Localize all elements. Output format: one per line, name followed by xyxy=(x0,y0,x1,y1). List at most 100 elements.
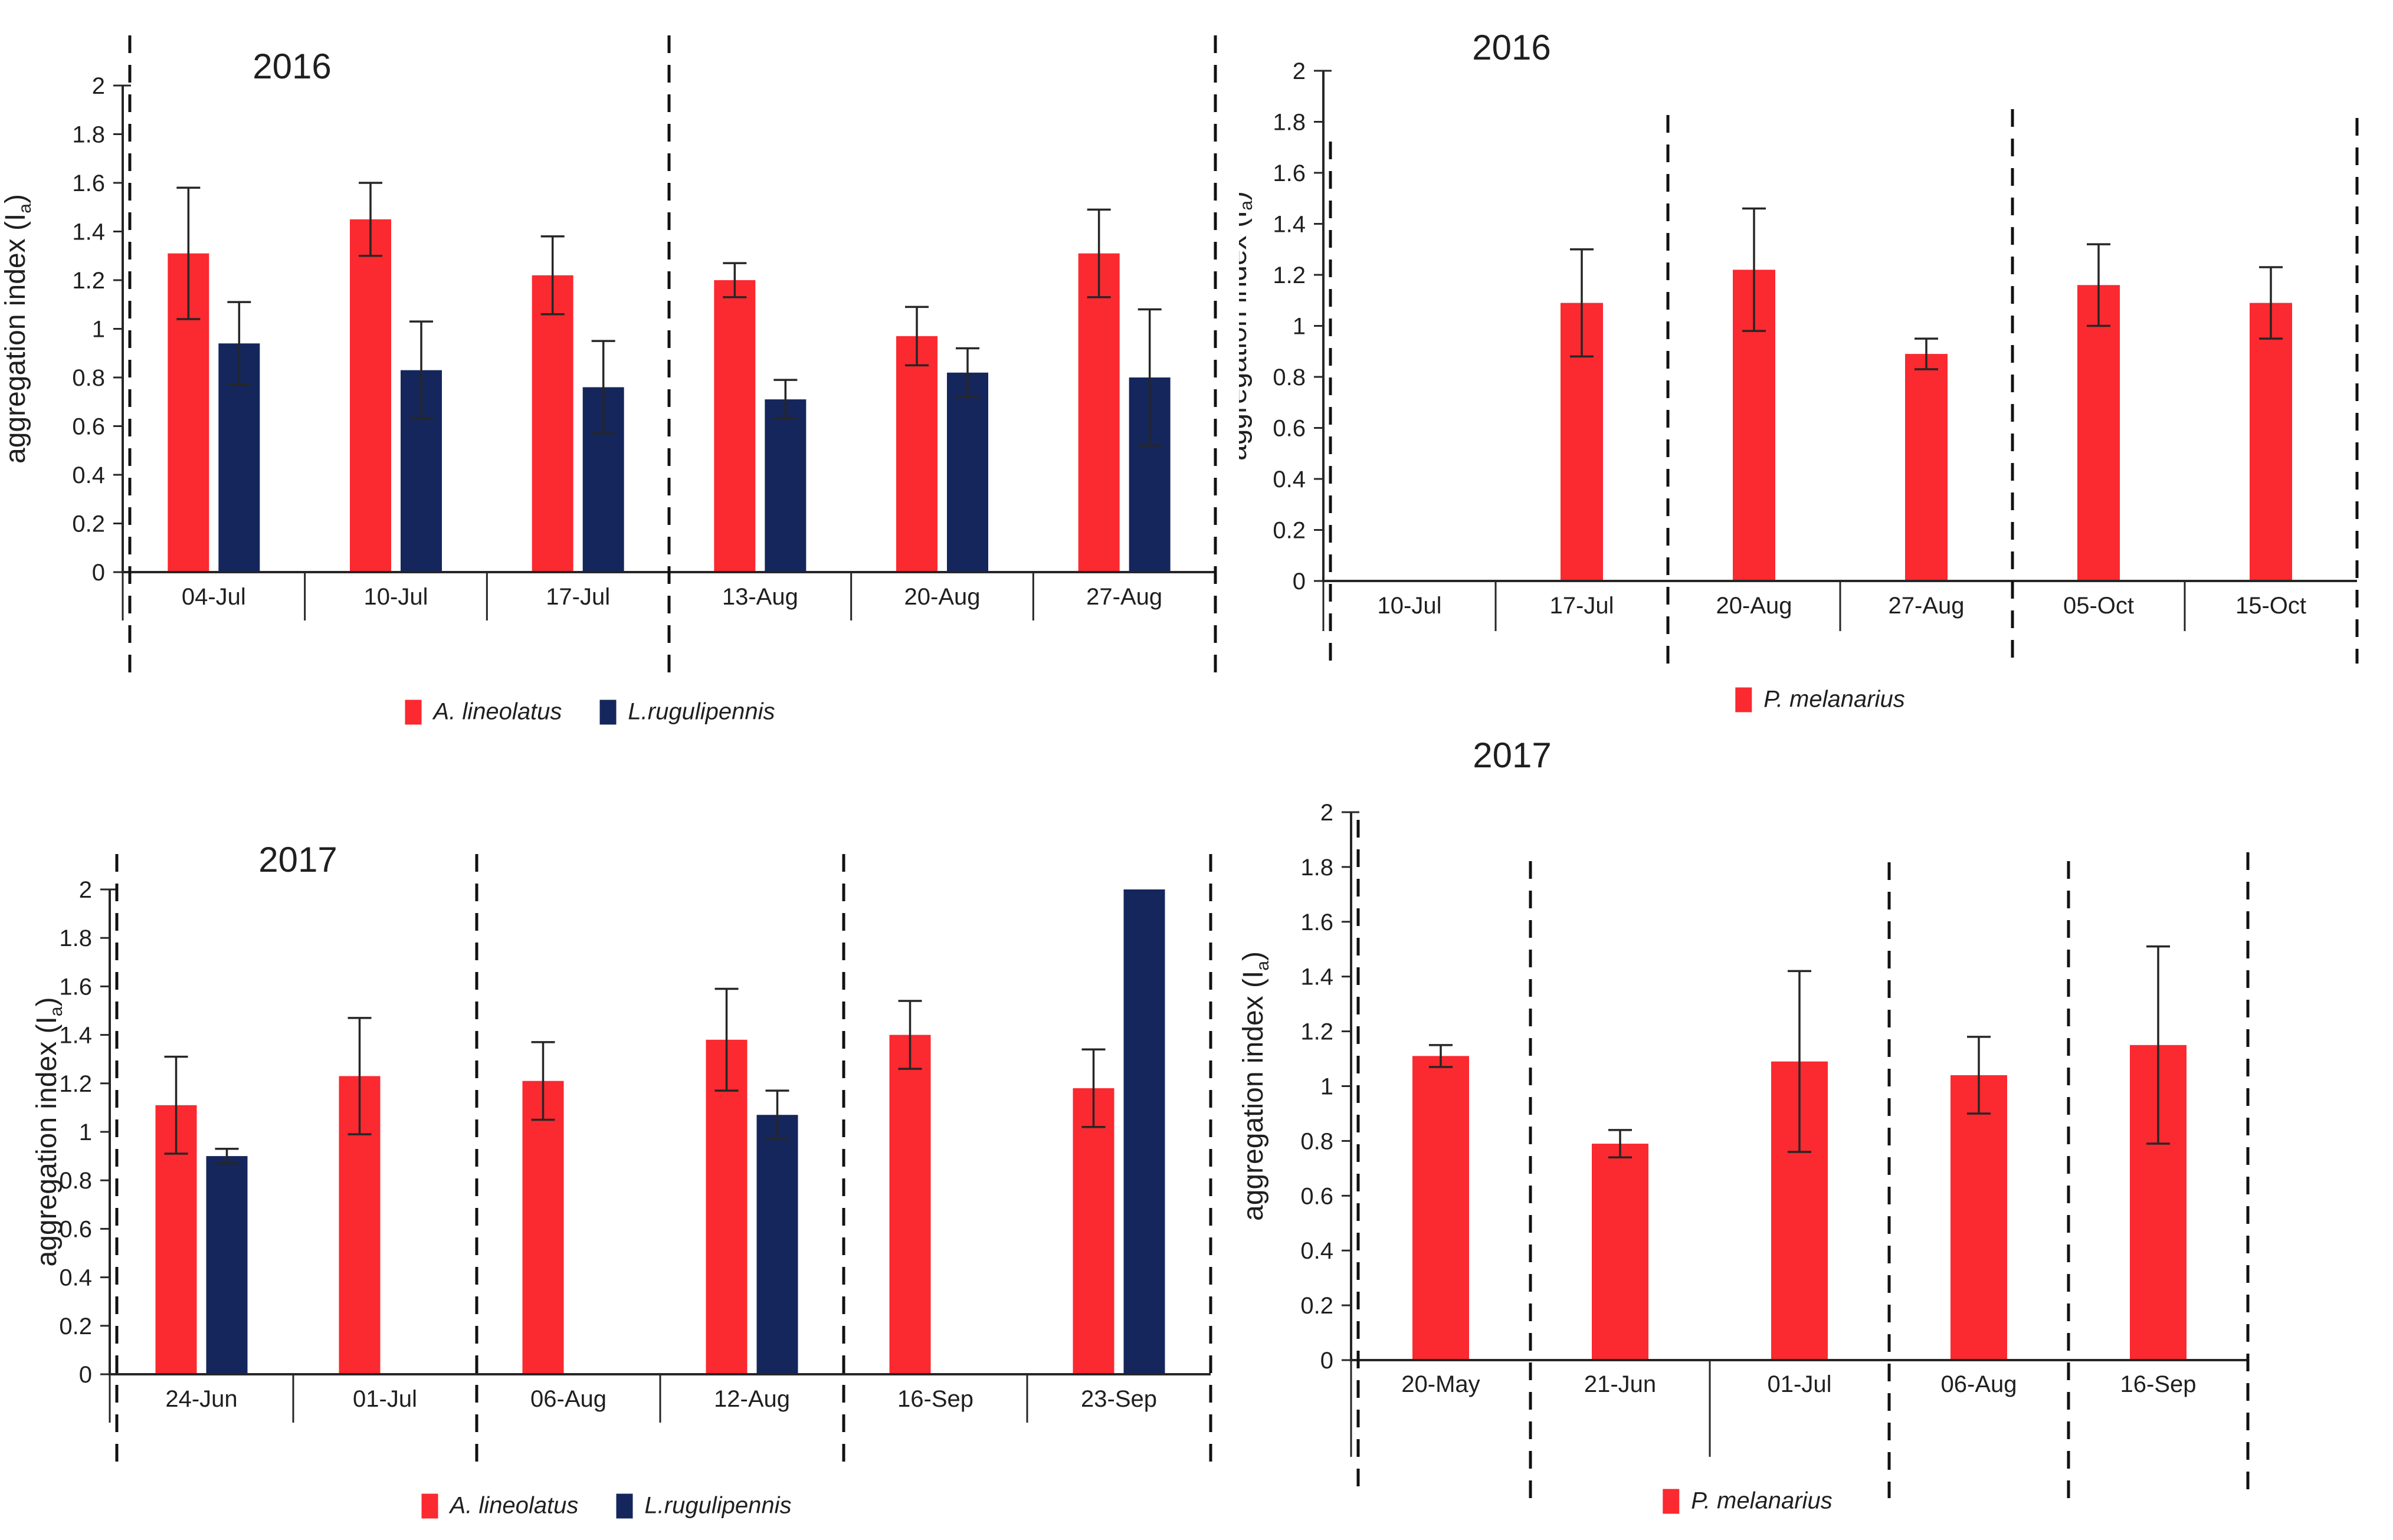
legend-left-2017: A. lineolatus L.rugulipennis xyxy=(421,1493,791,1519)
legend-right-2016: P. melanarius xyxy=(1735,687,1905,713)
y-tick-label: 1.8 xyxy=(1273,110,1306,136)
y-tick-label: 0.8 xyxy=(1273,365,1306,390)
bar-alineolatus-12-aug xyxy=(706,1039,748,1374)
y-tick-label: 0.2 xyxy=(1300,1293,1333,1319)
y-tick-label: 0.8 xyxy=(59,1168,92,1194)
x-category-label: 23-Sep xyxy=(1081,1386,1157,1412)
y-tick-label: 0.2 xyxy=(59,1314,92,1339)
legend-swatch-icon xyxy=(1663,1489,1680,1513)
bar-pmelanarius-15-oct xyxy=(2250,303,2292,581)
chart-right-2016: 0 0.2 0.4 0.6 0.8 1 1.2 1.4 1.6 1.8 2 10-Jul 17-Jul 2… xyxy=(1239,28,2359,664)
y-tick-label: 1 xyxy=(92,317,105,343)
y-tick-label: 1.4 xyxy=(1273,212,1306,238)
y-axis-label-pre: aggregation index (I xyxy=(1239,211,1253,461)
chart-title: 2016 xyxy=(253,47,331,86)
y-tick-label: 1.2 xyxy=(1300,1019,1333,1045)
legend-item: L.rugulipennis xyxy=(599,699,775,725)
y-axis-label-sub: a xyxy=(1253,961,1273,971)
y-tick-label: 0.2 xyxy=(1273,518,1306,544)
y-tick-label: 1.4 xyxy=(72,219,105,245)
legend-item: P. melanarius xyxy=(1735,687,1905,713)
x-category-label: 10-Jul xyxy=(1378,593,1442,619)
y-tick-label: 1 xyxy=(1320,1074,1333,1100)
x-category-label: 20-Aug xyxy=(1716,593,1792,619)
legend-item: P. melanarius xyxy=(1663,1488,1833,1515)
y-tick-label: 0.4 xyxy=(1300,1238,1333,1264)
y-tick-label: 2 xyxy=(1320,800,1333,826)
y-tick-label: 1.4 xyxy=(1300,964,1333,990)
chart-right-2017: 0 0.2 0.4 0.6 0.8 1 1.2 1.4 1.6 1.8 2 20-May 21-Jun 0… xyxy=(1239,735,2250,1498)
chart-title: 2016 xyxy=(1472,28,1550,67)
x-category-label: 24-Jun xyxy=(165,1386,237,1412)
y-tick-label: 0 xyxy=(92,560,105,586)
y-axis-label-sub: a xyxy=(47,1006,66,1016)
bar-lrugulipennis-12-aug xyxy=(756,1115,798,1374)
y-tick-label: 0.8 xyxy=(72,365,105,391)
legend-left-2016: A. lineolatus L.rugulipennis xyxy=(405,699,775,725)
bar-lrugulipennis-13-aug xyxy=(765,399,807,572)
legend-label: A. lineolatus xyxy=(433,698,562,725)
legend-item: L.rugulipennis xyxy=(616,1493,791,1519)
x-category-label: 12-Aug xyxy=(714,1386,790,1412)
y-tick-label: 1.2 xyxy=(59,1071,92,1097)
y-tick-label: 1 xyxy=(1293,314,1306,340)
y-tick-label: 0 xyxy=(1320,1348,1333,1374)
bar-pmelanarius-20-may xyxy=(1412,1056,1469,1360)
bar-alineolatus-20-aug xyxy=(896,336,937,572)
legend-label: L.rugulipennis xyxy=(628,698,775,725)
y-tick-label: 1.6 xyxy=(59,974,92,1000)
y-tick-label: 1.8 xyxy=(72,122,105,148)
x-category-label: 20-Aug xyxy=(904,584,981,610)
x-category-label: 13-Aug xyxy=(722,584,798,610)
y-tick-label: 1.2 xyxy=(1273,262,1306,288)
bar-lrugulipennis-20-aug xyxy=(947,372,988,572)
y-tick-label: 1.2 xyxy=(72,268,105,294)
y-tick-label: 1.4 xyxy=(59,1023,92,1049)
x-category-label: 16-Sep xyxy=(897,1386,973,1412)
legend-swatch-icon xyxy=(616,1493,633,1518)
y-tick-label: 0 xyxy=(79,1362,92,1388)
y-tick-label: 2 xyxy=(92,73,105,99)
y-axis-label-post: ) xyxy=(0,194,31,203)
y-axis-label-post: ) xyxy=(1239,191,1253,201)
y-axis-label: aggregation index (Ia) xyxy=(31,997,66,1267)
y-tick-label: 1.8 xyxy=(1300,855,1333,881)
y-axis-label-pre: aggregation index (I xyxy=(1239,971,1269,1221)
legend-item: A. lineolatus xyxy=(405,699,562,725)
chart-title: 2017 xyxy=(258,840,337,879)
x-category-label: 27-Aug xyxy=(1889,593,1965,619)
x-category-label: 21-Jun xyxy=(1584,1371,1656,1397)
x-category-label: 20-May xyxy=(1401,1371,1480,1397)
legend-swatch-icon xyxy=(1735,687,1752,712)
bar-alineolatus-23-sep xyxy=(1073,1088,1114,1374)
bar-pmelanarius-21-jun xyxy=(1592,1144,1648,1360)
y-tick-label: 0.4 xyxy=(59,1265,92,1291)
x-category-label: 15-Oct xyxy=(2235,593,2306,619)
x-category-label: 17-Jul xyxy=(1550,593,1614,619)
x-category-label: 17-Jul xyxy=(546,584,610,610)
y-tick-label: 1.6 xyxy=(72,170,105,196)
bar-alineolatus-17-jul xyxy=(532,275,573,572)
legend-label: L.rugulipennis xyxy=(644,1492,792,1519)
y-axis-label-post: ) xyxy=(1239,951,1269,961)
bar-alineolatus-16-sep xyxy=(889,1035,931,1374)
bar-pmelanarius-27-aug xyxy=(1905,354,1948,581)
y-tick-label: 0.4 xyxy=(1273,467,1306,492)
legend-right-2017: P. melanarius xyxy=(1663,1488,1833,1515)
x-category-label: 05-Oct xyxy=(2063,593,2134,619)
y-tick-label: 1.6 xyxy=(1273,160,1306,186)
legend-swatch-icon xyxy=(599,700,617,724)
y-tick-label: 0.6 xyxy=(1273,416,1306,442)
y-tick-label: 0 xyxy=(1293,569,1306,595)
x-category-label: 27-Aug xyxy=(1086,584,1162,610)
y-tick-label: 0.6 xyxy=(59,1216,92,1242)
y-tick-label: 2 xyxy=(1293,58,1306,84)
x-category-label: 06-Aug xyxy=(1941,1371,2017,1397)
legend-label: P. melanarius xyxy=(1691,1488,1833,1514)
y-tick-label: 1.6 xyxy=(1300,909,1333,935)
bar-pmelanarius-05-oct xyxy=(2077,285,2120,581)
x-category-label: 04-Jul xyxy=(182,584,246,610)
x-category-label: 01-Jul xyxy=(353,1386,417,1412)
y-tick-label: 0.6 xyxy=(1300,1183,1333,1209)
